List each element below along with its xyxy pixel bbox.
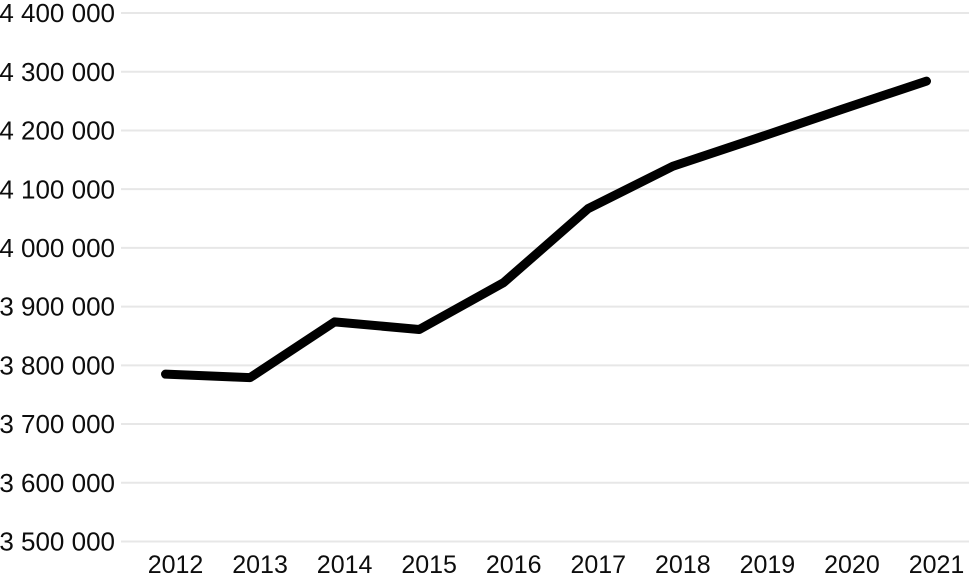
x-axis-tick-label: 2013 [232, 551, 288, 579]
y-axis-tick-label: 3 800 000 [0, 350, 115, 380]
y-axis-tick-label: 4 200 000 [0, 116, 115, 146]
x-axis-tick-label: 2021 [909, 551, 965, 579]
x-axis-tick-label: 2016 [486, 551, 542, 579]
y-axis-tick-label: 3 900 000 [0, 292, 115, 322]
data-line-series [161, 76, 931, 383]
x-axis-tick-label: 2012 [148, 551, 204, 579]
x-axis-tick-label: 2015 [401, 551, 457, 579]
y-axis-tick-label: 3 600 000 [0, 468, 115, 498]
x-axis-tick-label: 2019 [740, 551, 796, 579]
x-axis-tick-label: 2017 [570, 551, 626, 579]
y-axis-tick-label: 3 500 000 [0, 527, 115, 557]
x-axis-tick-label: 2020 [824, 551, 880, 579]
y-axis-tick-label: 4 400 000 [0, 0, 115, 28]
x-axis-tick-label: 2014 [317, 551, 373, 579]
y-axis-tick-label: 4 100 000 [0, 174, 115, 204]
y-axis-tick-label: 4 000 000 [0, 233, 115, 263]
y-axis-tick-label: 4 300 000 [0, 57, 115, 87]
y-axis-tick-label: 3 700 000 [0, 409, 115, 439]
x-axis-tick-label: 2018 [655, 551, 711, 579]
